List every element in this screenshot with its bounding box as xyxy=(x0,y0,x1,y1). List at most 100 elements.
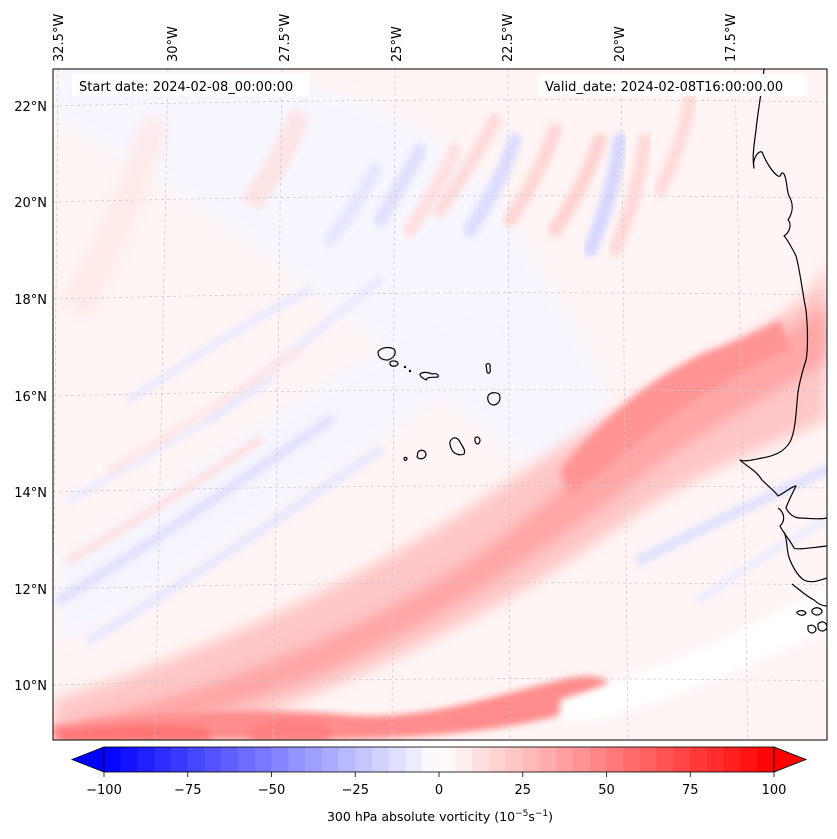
coastlines xyxy=(377,69,827,634)
colorbar-level-block xyxy=(372,747,390,772)
island-coastline xyxy=(416,449,427,460)
colorbar-level-block xyxy=(104,747,122,772)
parallel-gridline xyxy=(53,389,827,397)
islet xyxy=(403,365,407,369)
colorbar-level-block xyxy=(171,747,189,772)
colorbar-level-block xyxy=(405,747,423,772)
colorbar-level-block xyxy=(338,747,356,772)
start-date-annotation: Start date: 2024-02-08_00:00:00 xyxy=(72,74,309,96)
colorbar-level-block xyxy=(623,747,641,772)
meridian-gridline xyxy=(507,69,511,740)
valid-date-annotation: Valid_date: 2024-02-08T16:00:00.00 xyxy=(538,74,807,96)
map-panel xyxy=(52,68,828,741)
meridian-gridline xyxy=(391,69,396,740)
colorbar-level-block xyxy=(506,747,524,772)
colorbar-tick-label: −100 xyxy=(86,783,122,798)
negative-vorticity-streak xyxy=(85,445,385,645)
island-coastline xyxy=(377,346,396,361)
negative-vorticity-streak xyxy=(583,133,627,257)
parallel-gridline xyxy=(53,582,827,590)
latitude-tick-label: 16°N xyxy=(14,390,47,405)
island-coastline xyxy=(487,392,501,406)
negative-vorticity-streak xyxy=(373,143,427,227)
island-coastline xyxy=(485,362,491,374)
colorbar-tick-label: 75 xyxy=(682,783,699,798)
longitude-tick-label: 22.5°W xyxy=(501,14,516,62)
longitude-tick-label: 25°W xyxy=(390,26,405,62)
colorbar-level-block xyxy=(355,747,373,772)
negative-vorticity-streak xyxy=(55,415,335,605)
colorbar-level-block xyxy=(321,747,339,772)
positive-vorticity-streak xyxy=(433,113,502,217)
colorbar-ticks: −100 −75 −50 −25 0 25 50 75 100 xyxy=(86,772,786,798)
colorbar-tick-label: 100 xyxy=(762,783,787,798)
colorbar-level-block xyxy=(556,747,574,772)
colorbar-level-block xyxy=(305,747,323,772)
negative-vorticity-streak xyxy=(126,286,314,404)
coastline xyxy=(807,624,817,634)
parallel-gridline xyxy=(53,678,827,686)
meridian-gridline xyxy=(272,69,283,740)
colorbar-tick-label: 0 xyxy=(435,783,443,798)
colorbar-max-extend xyxy=(773,746,808,773)
colorbar-level-block xyxy=(271,747,289,772)
coastline xyxy=(783,531,827,583)
positive-vorticity-streak xyxy=(66,436,264,564)
colorbar-level-block xyxy=(221,747,239,772)
colorbar-level-block xyxy=(439,747,457,772)
field-shapes xyxy=(53,69,827,740)
map-frame xyxy=(52,68,828,741)
colorbar-level-block xyxy=(740,747,758,772)
colorbar-level-block xyxy=(204,747,222,772)
colorbar-level-block xyxy=(288,747,306,772)
positive-vorticity-region xyxy=(60,120,170,320)
colorbar-level-block xyxy=(388,747,406,772)
colorbar-level-block xyxy=(154,747,172,772)
colorbar-tick-label: −75 xyxy=(174,783,201,798)
longitude-tick-label: 20°W xyxy=(613,26,628,62)
parallel-gridline xyxy=(53,485,827,493)
latitude-tick-label: 10°N xyxy=(14,679,47,694)
colorbar-level-block xyxy=(589,747,607,772)
colorbar-level-block xyxy=(606,747,624,772)
island-coastline xyxy=(389,360,399,367)
colorbar-level-block xyxy=(187,747,205,772)
colorbar-level-block xyxy=(757,747,775,772)
island-coastline xyxy=(449,437,466,456)
coastline xyxy=(777,507,827,550)
negative-vorticity-streak xyxy=(66,376,274,504)
colorbar-blocks xyxy=(104,747,775,772)
colorbar-min-extend xyxy=(70,746,105,773)
start-date-box xyxy=(72,74,309,96)
latitude-tick-label: 14°N xyxy=(14,486,47,501)
latitude-tick-labels: 22°N 20°N 18°N 16°N 14°N 12°N 10°N xyxy=(14,100,47,694)
meridian-gridline xyxy=(734,69,749,740)
island-coastline xyxy=(419,371,440,381)
colorbar-level-block xyxy=(489,747,507,772)
longitude-tick-label: 27.5°W xyxy=(278,14,293,62)
positive-vorticity-region xyxy=(240,110,310,210)
colorbar-level-block xyxy=(640,747,658,772)
positive-vorticity-region xyxy=(560,320,790,495)
colorbar-level-block xyxy=(254,747,272,772)
colorbar-level-block xyxy=(238,747,256,772)
positive-vorticity-region xyxy=(60,725,210,740)
parallel-gridline xyxy=(53,195,827,203)
gridlines xyxy=(53,69,827,740)
colorbar-tick-label: −25 xyxy=(342,783,369,798)
positive-vorticity-region xyxy=(53,250,827,740)
valid-date-box xyxy=(538,74,807,96)
negative-vorticity-streak xyxy=(696,516,827,604)
negative-vorticity-region xyxy=(53,69,615,480)
start-date-text: Start date: 2024-02-08_00:00:00 xyxy=(79,80,293,95)
colorbar-tick-label: 25 xyxy=(514,783,531,798)
positive-vorticity-streak xyxy=(653,93,697,197)
latitude-tick-label: 18°N xyxy=(14,293,47,308)
colorbar-tick-label: 50 xyxy=(598,783,615,798)
positive-vorticity-region xyxy=(250,719,330,740)
island-coastline xyxy=(403,456,408,461)
positive-vorticity-streak xyxy=(403,143,462,237)
coastline xyxy=(791,583,827,607)
negative-vorticity-region xyxy=(60,312,520,640)
